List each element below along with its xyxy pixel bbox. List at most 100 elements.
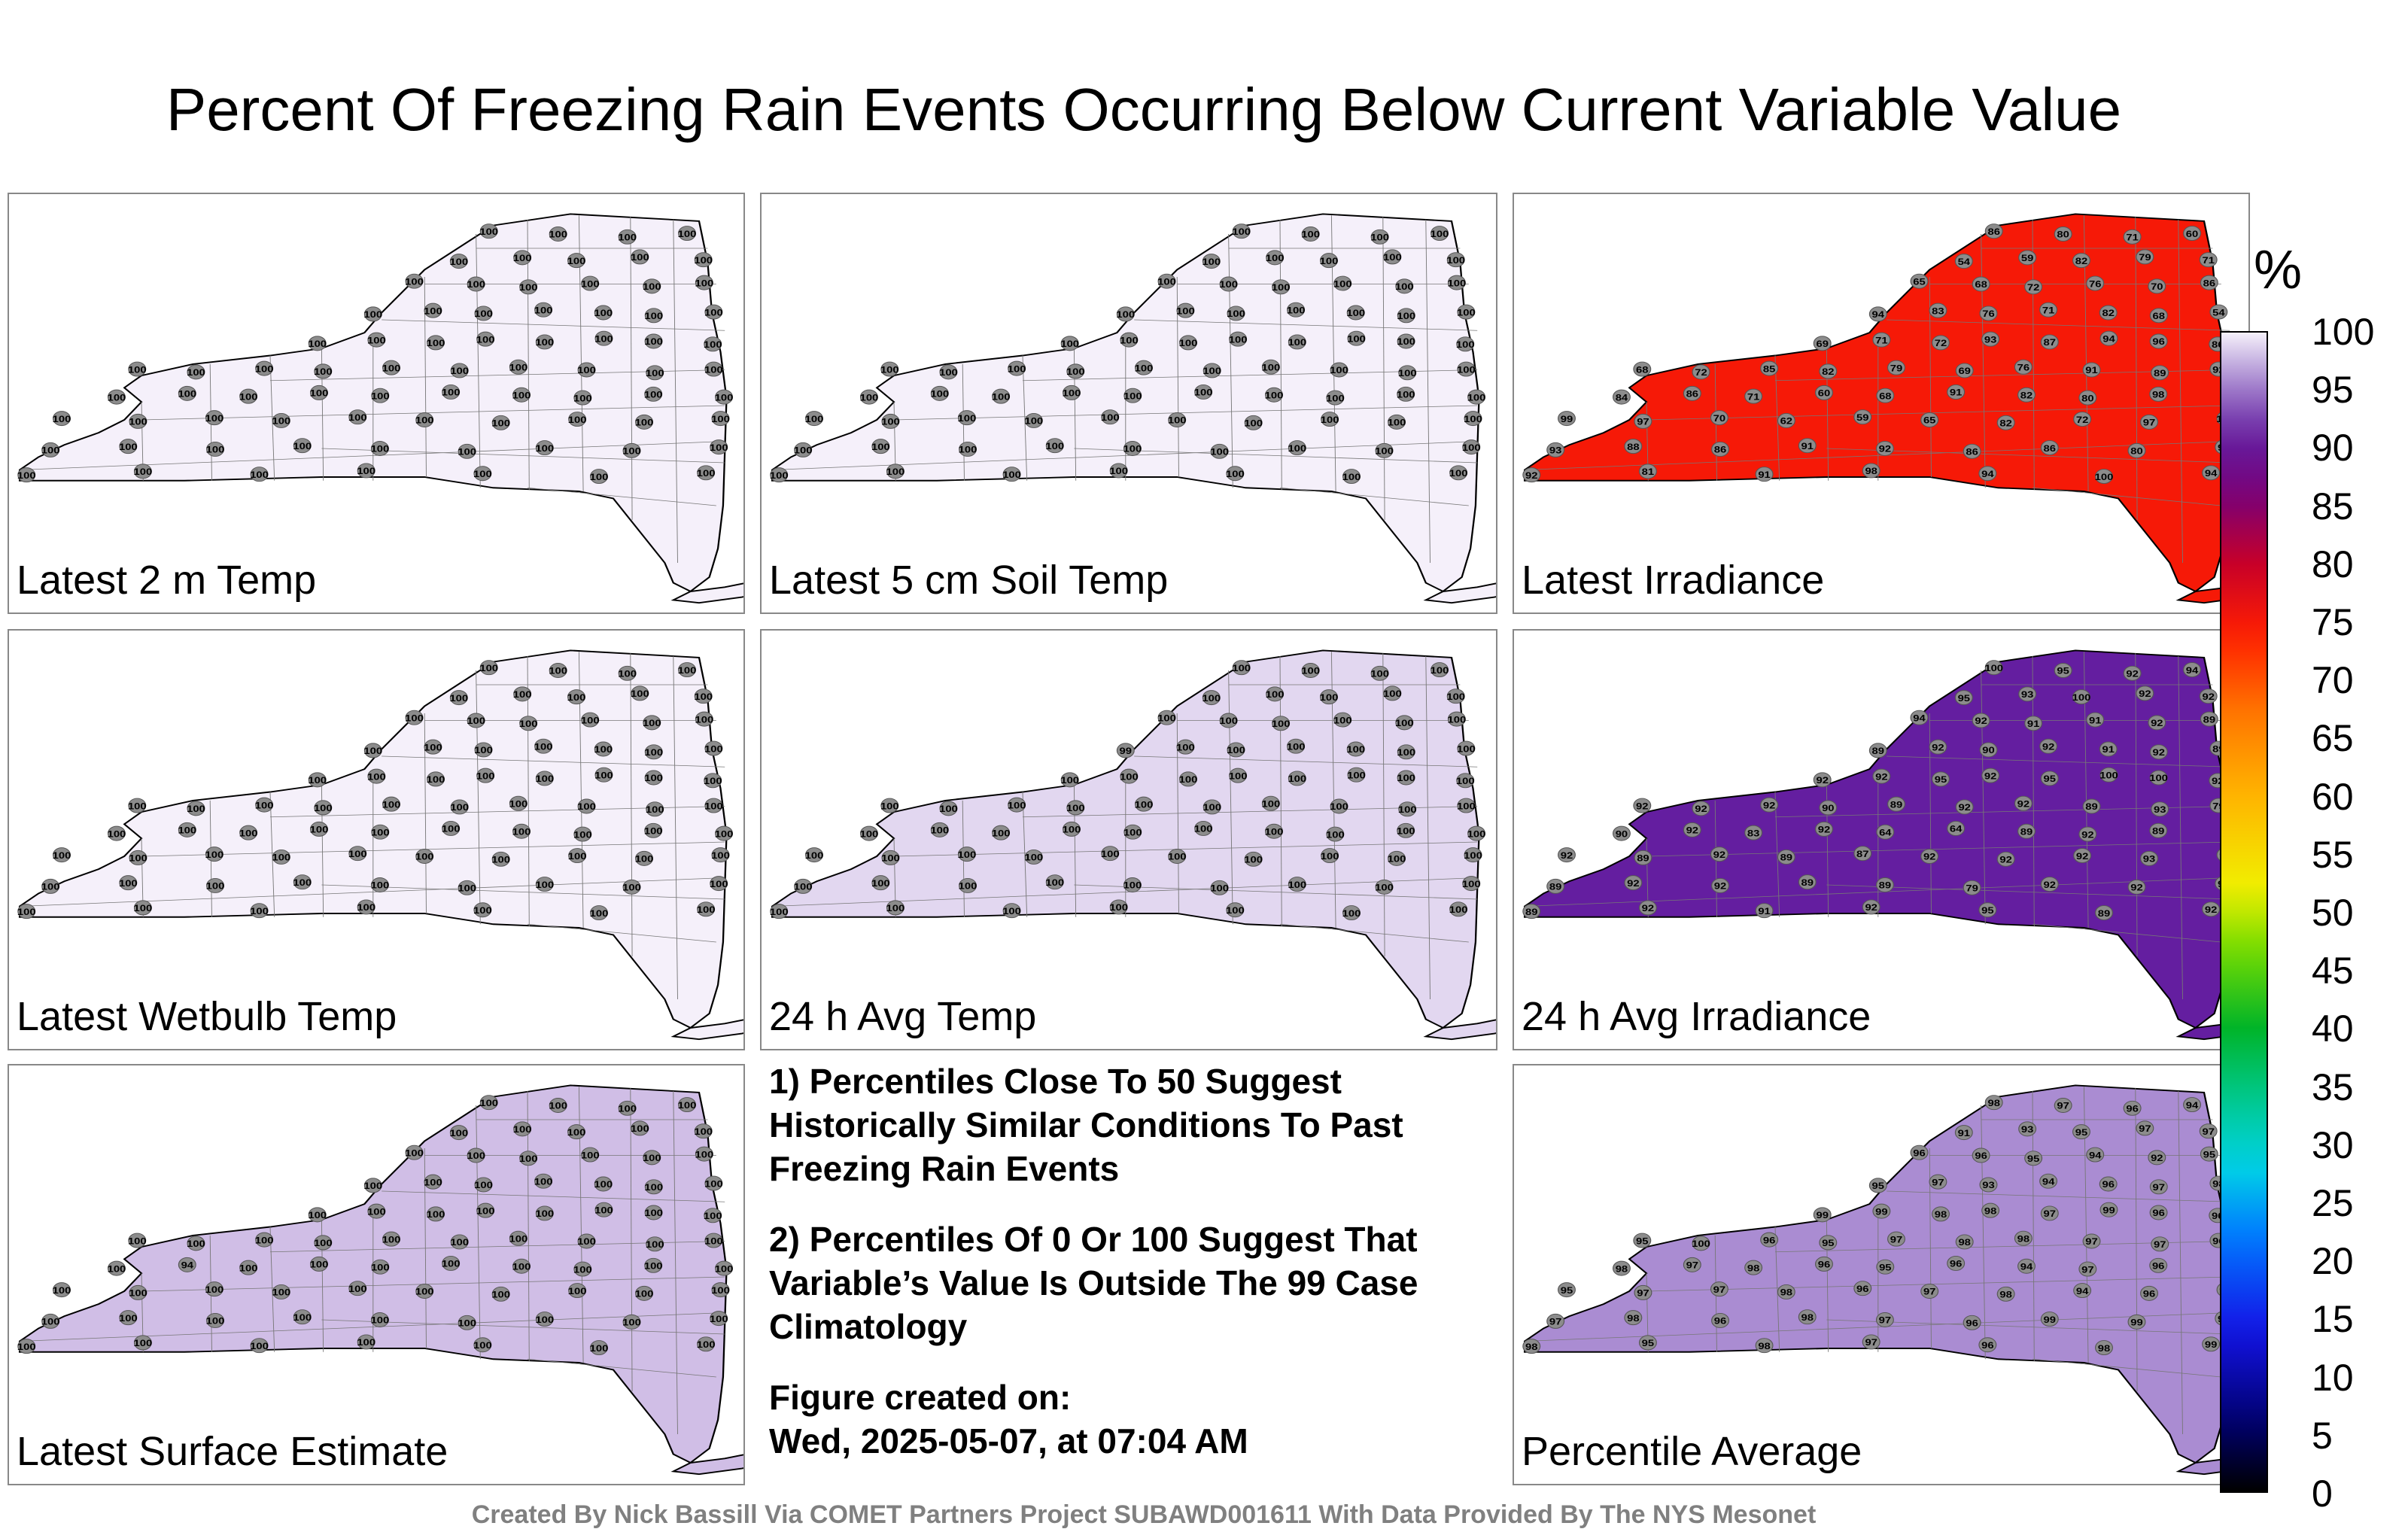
- station-marker: 100: [631, 1120, 649, 1136]
- station-marker: 100: [549, 226, 567, 242]
- station-marker: 100: [1002, 903, 1021, 919]
- station-marker: 100: [1210, 880, 1229, 895]
- station-marker: 91: [1954, 1125, 1973, 1141]
- station-dot: [476, 768, 495, 783]
- station-value: 64: [1950, 824, 1963, 834]
- station-marker: 100: [473, 1337, 492, 1353]
- station-value: 100: [1288, 774, 1306, 784]
- station-marker: 95: [1978, 902, 1997, 918]
- station-marker: 100: [1397, 744, 1416, 760]
- station-value: 100: [205, 413, 224, 424]
- station-marker: 100: [710, 439, 728, 455]
- note-1: 1) Percentiles Close To 50 Suggest Histo…: [769, 1062, 1403, 1188]
- colorbar-tick-label: 55: [2312, 833, 2354, 876]
- station-dot: [939, 364, 958, 380]
- station-dot: [178, 822, 196, 837]
- station-marker: 100: [643, 1150, 661, 1166]
- station-dot: [568, 412, 587, 427]
- station-marker: 100: [382, 360, 401, 375]
- station-dot: [622, 442, 641, 458]
- station-marker: 100: [1398, 365, 1417, 381]
- station-dot: [1853, 1281, 1872, 1296]
- station-dot: [1288, 877, 1306, 892]
- station-value: 96: [1950, 1259, 1963, 1269]
- station-value: 100: [250, 470, 269, 480]
- station-value: 100: [371, 828, 390, 838]
- station-dot: [881, 413, 900, 429]
- station-dot: [41, 1313, 60, 1329]
- station-marker: 100: [310, 1256, 329, 1272]
- station-value: 96: [2152, 1261, 2165, 1272]
- station-value: 100: [1692, 1239, 1710, 1249]
- station-value: 100: [1457, 307, 1476, 318]
- station-marker: 100: [1346, 305, 1366, 321]
- station-dot: [1910, 273, 1929, 289]
- station-dot: [678, 662, 697, 678]
- station-value: 69: [1816, 339, 1829, 349]
- station-value: 100: [711, 850, 730, 861]
- station-marker: 100: [704, 1208, 722, 1223]
- station-dot: [2078, 1261, 2097, 1277]
- station-value: 100: [119, 1313, 138, 1324]
- station-marker: 100: [1244, 415, 1263, 430]
- station-value: 94: [2089, 1150, 2102, 1160]
- station-dot: [1261, 359, 1280, 375]
- station-value: 89: [1549, 882, 1562, 892]
- station-value: 100: [678, 1100, 697, 1111]
- station-marker: 76: [2014, 359, 2033, 375]
- station-dot: [1002, 467, 1021, 482]
- station-marker: 100: [1123, 877, 1142, 892]
- station-value: 96: [1975, 1150, 1987, 1161]
- station-marker: 100: [694, 688, 713, 704]
- station-dot: [1955, 363, 1974, 378]
- station-value: 100: [1395, 718, 1414, 728]
- station-value: 100: [715, 1263, 734, 1274]
- station-dot: [2123, 229, 2142, 245]
- station-dot: [644, 770, 663, 786]
- station-value: 100: [128, 801, 147, 811]
- station-value: 100: [1320, 692, 1339, 703]
- station-value: 89: [2154, 368, 2166, 378]
- station-dot: [348, 846, 367, 862]
- station-value: 100: [1330, 365, 1348, 375]
- station-marker: 100: [255, 797, 274, 813]
- station-value: 92: [1763, 800, 1776, 810]
- station-marker: 100: [1261, 359, 1281, 375]
- station-value: 100: [449, 693, 468, 704]
- station-dot: [2140, 1285, 2159, 1301]
- colorbar-tick-label: 90: [2312, 427, 2354, 470]
- station-dot: [1876, 388, 1895, 403]
- station-marker: 89: [1546, 878, 1565, 894]
- station-dot: [357, 1334, 375, 1350]
- station-marker: 100: [568, 848, 587, 864]
- station-dot: [1947, 1255, 1966, 1271]
- station-value: 100: [367, 771, 386, 782]
- station-marker: 92: [2136, 685, 2154, 701]
- station-marker: 100: [704, 773, 722, 789]
- station-marker: 100: [53, 411, 71, 427]
- station-value: 100: [1397, 311, 1415, 321]
- station-value: 100: [474, 309, 493, 319]
- station-marker: 98: [1744, 1260, 1763, 1275]
- station-dot: [370, 1312, 389, 1327]
- station-dot: [1522, 467, 1541, 483]
- county-border: [1279, 655, 1282, 927]
- station-value: 92: [1561, 850, 1573, 861]
- station-value: 100: [704, 364, 723, 375]
- station-value: 98: [1747, 1263, 1760, 1274]
- county-border: [1279, 219, 1282, 491]
- station-marker: 54: [2209, 304, 2228, 320]
- station-dot: [348, 409, 367, 425]
- station-dot: [2123, 1100, 2142, 1116]
- station-value: 100: [272, 1287, 290, 1298]
- station-dot: [1375, 879, 1394, 895]
- station-marker: 100: [1232, 223, 1251, 239]
- station-value: 96: [2126, 1104, 2139, 1114]
- station-value: 100: [549, 666, 567, 676]
- station-dot: [1383, 249, 1402, 265]
- station-value: 72: [2076, 415, 2089, 425]
- station-marker: 96: [2099, 1176, 2118, 1192]
- station-value: 100: [1210, 883, 1229, 894]
- station-dot: [1330, 362, 1348, 378]
